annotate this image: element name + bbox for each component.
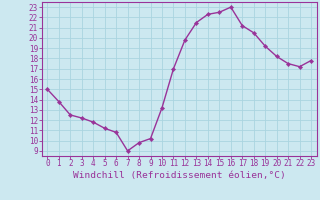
X-axis label: Windchill (Refroidissement éolien,°C): Windchill (Refroidissement éolien,°C) <box>73 171 285 180</box>
